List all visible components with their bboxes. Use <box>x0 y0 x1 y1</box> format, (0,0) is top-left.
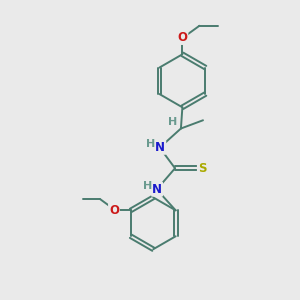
Text: N: N <box>155 141 165 154</box>
Text: S: S <box>198 162 206 175</box>
Text: O: O <box>177 31 188 44</box>
Text: H: H <box>168 117 177 127</box>
Text: H: H <box>143 181 152 191</box>
Text: H: H <box>146 139 155 149</box>
Text: N: N <box>152 183 162 196</box>
Text: O: O <box>109 204 119 217</box>
